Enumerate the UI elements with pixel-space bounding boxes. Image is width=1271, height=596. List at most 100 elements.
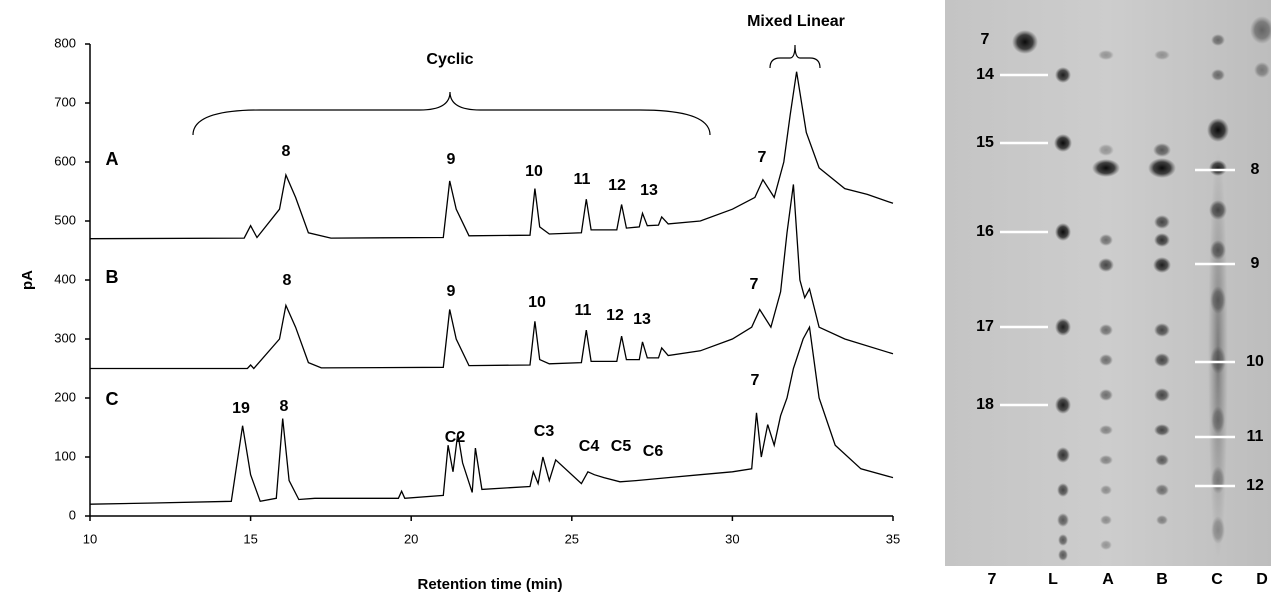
spot — [1100, 485, 1112, 495]
spot — [1154, 215, 1170, 229]
rf-label: 14 — [976, 66, 994, 83]
x-tick-label: 10 — [83, 531, 97, 546]
spot — [1057, 513, 1069, 527]
y-tick-label: 400 — [54, 271, 76, 286]
peak-label: 13 — [633, 311, 651, 328]
rf-label: 16 — [976, 223, 994, 240]
spot — [1055, 396, 1071, 414]
peak-label: 8 — [280, 398, 289, 415]
y-tick-label: 300 — [54, 330, 76, 345]
trace-label: A — [106, 149, 119, 169]
y-tick-label: 600 — [54, 153, 76, 168]
trace-label: B — [106, 267, 119, 287]
spot — [1154, 323, 1170, 337]
spot — [1099, 324, 1113, 336]
peak-label: C6 — [643, 443, 664, 460]
peak-label: 10 — [528, 294, 546, 311]
spot — [1211, 34, 1225, 46]
peak-label: 19 — [232, 400, 250, 417]
spot — [1207, 118, 1229, 142]
trace — [89, 325, 894, 505]
peak-label: 9 — [447, 283, 456, 300]
spot — [1153, 143, 1171, 157]
x-tick-label: 20 — [404, 531, 418, 546]
lane-label: C — [1211, 571, 1223, 588]
lane-label: A — [1102, 571, 1114, 588]
spot — [1154, 50, 1170, 60]
y-tick-label: 200 — [54, 389, 76, 404]
spot — [1099, 455, 1113, 465]
rf-label: 9 — [1251, 255, 1260, 272]
annotation: Cyclic — [426, 51, 473, 68]
y-tick-label: 100 — [54, 448, 76, 463]
spot — [1012, 30, 1038, 54]
peak-label: 8 — [282, 143, 291, 160]
spot — [1054, 134, 1072, 152]
spot — [1254, 62, 1270, 78]
y-axis-title: pA — [19, 270, 36, 290]
lane-label: B — [1156, 571, 1168, 588]
rf-label: 10 — [1246, 353, 1264, 370]
spot — [1092, 159, 1120, 177]
spot — [1058, 534, 1068, 546]
spot — [1250, 16, 1271, 44]
x-axis-title: Retention time (min) — [418, 576, 563, 593]
spot — [1154, 233, 1170, 247]
y-tick-label: 800 — [54, 35, 76, 50]
spot — [1098, 50, 1114, 60]
spot — [1154, 424, 1170, 436]
rf-label: 18 — [976, 396, 994, 413]
spot — [1154, 353, 1170, 367]
spot — [1099, 354, 1113, 366]
spot — [1154, 388, 1170, 402]
spot — [1058, 549, 1068, 561]
rf-label: 17 — [976, 318, 994, 335]
rf-label: 12 — [1246, 477, 1264, 494]
peak-label: C4 — [579, 438, 600, 455]
annotation: Mixed Linear — [747, 13, 845, 30]
spot — [1099, 389, 1113, 401]
x-tick-label: 25 — [565, 531, 579, 546]
peak-label: C5 — [611, 438, 632, 455]
peak-label: 13 — [640, 182, 658, 199]
spot — [1148, 158, 1176, 178]
lane-label: L — [1048, 571, 1058, 588]
trace — [90, 184, 894, 370]
spot — [1155, 484, 1169, 496]
spot — [1153, 257, 1171, 273]
spot — [1211, 69, 1225, 81]
y-tick-label: 500 — [54, 212, 76, 227]
y-tick-label: 700 — [54, 94, 76, 109]
x-tick-label: 15 — [243, 531, 257, 546]
spot — [1156, 515, 1168, 525]
peak-label: 11 — [575, 302, 592, 319]
spot — [1100, 540, 1112, 550]
peak-label: 7 — [758, 149, 767, 166]
rf-label: 11 — [1247, 428, 1264, 445]
rf-label: 7 — [981, 31, 990, 48]
peak-label: C3 — [534, 423, 555, 440]
spot — [1057, 483, 1069, 497]
spot — [1099, 425, 1113, 435]
cyclic-bracket — [192, 91, 711, 136]
lane-label: 7 — [988, 571, 997, 588]
peak-label: 10 — [525, 163, 543, 180]
peak-label: 8 — [283, 272, 292, 289]
spot — [1055, 223, 1071, 241]
rf-label: 15 — [976, 134, 994, 151]
peak-label: 11 — [574, 171, 591, 188]
spot — [1155, 454, 1169, 466]
y-tick-label: 0 — [69, 507, 76, 522]
peak-label: 12 — [606, 307, 624, 324]
spot — [1100, 515, 1112, 525]
lane-smear — [1208, 150, 1228, 560]
x-tick-label: 30 — [725, 531, 739, 546]
peak-label: C2 — [445, 429, 466, 446]
spot — [1098, 258, 1114, 272]
spot — [1098, 144, 1114, 156]
trace-label: C — [106, 389, 119, 409]
spot — [1099, 234, 1113, 246]
spot — [1055, 67, 1071, 83]
rf-label: 8 — [1251, 161, 1260, 178]
